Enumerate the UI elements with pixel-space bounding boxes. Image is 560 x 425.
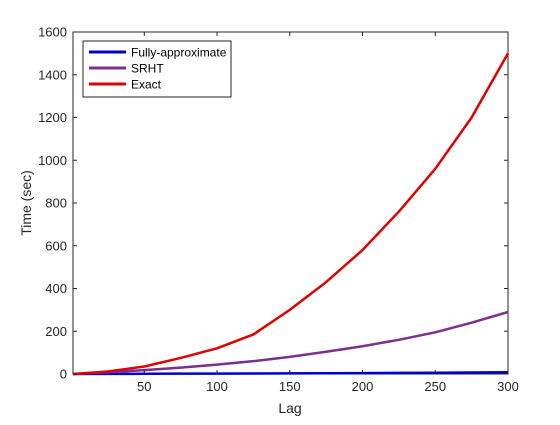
series-line-exact	[72, 52, 510, 376]
y-tick-label: 400	[45, 281, 67, 296]
x-tick-label: 250	[424, 379, 446, 394]
legend-label-exact: Exact	[131, 78, 162, 92]
y-tick-label: 800	[45, 196, 67, 211]
y-axis-label: Time (sec)	[18, 170, 34, 236]
x-tick-label: 100	[206, 379, 228, 394]
y-tick-label: 200	[45, 324, 67, 339]
legend-label-fully-approximate: Fully-approximate	[131, 46, 227, 60]
y-tick-label: 1600	[38, 25, 67, 40]
x-tick-label: 150	[279, 379, 301, 394]
legend-label-srht: SRHT	[131, 62, 164, 76]
x-tick-label: 50	[137, 379, 151, 394]
x-tick-label: 200	[352, 379, 374, 394]
y-tick-label: 1000	[38, 153, 67, 168]
x-tick-label: 300	[497, 379, 519, 394]
y-tick-label: 1400	[38, 67, 67, 82]
y-tick-label: 600	[45, 238, 67, 253]
y-tick-label: 1200	[38, 110, 67, 125]
y-tick-label: 0	[60, 367, 67, 382]
ticks: 50 100 150 200 250 300 0 200 400 600 800 1000 1200 14…	[38, 25, 519, 395]
x-axis-label: Lag	[278, 400, 301, 416]
legend: Fully-approximate SRHT Exact	[82, 40, 232, 98]
